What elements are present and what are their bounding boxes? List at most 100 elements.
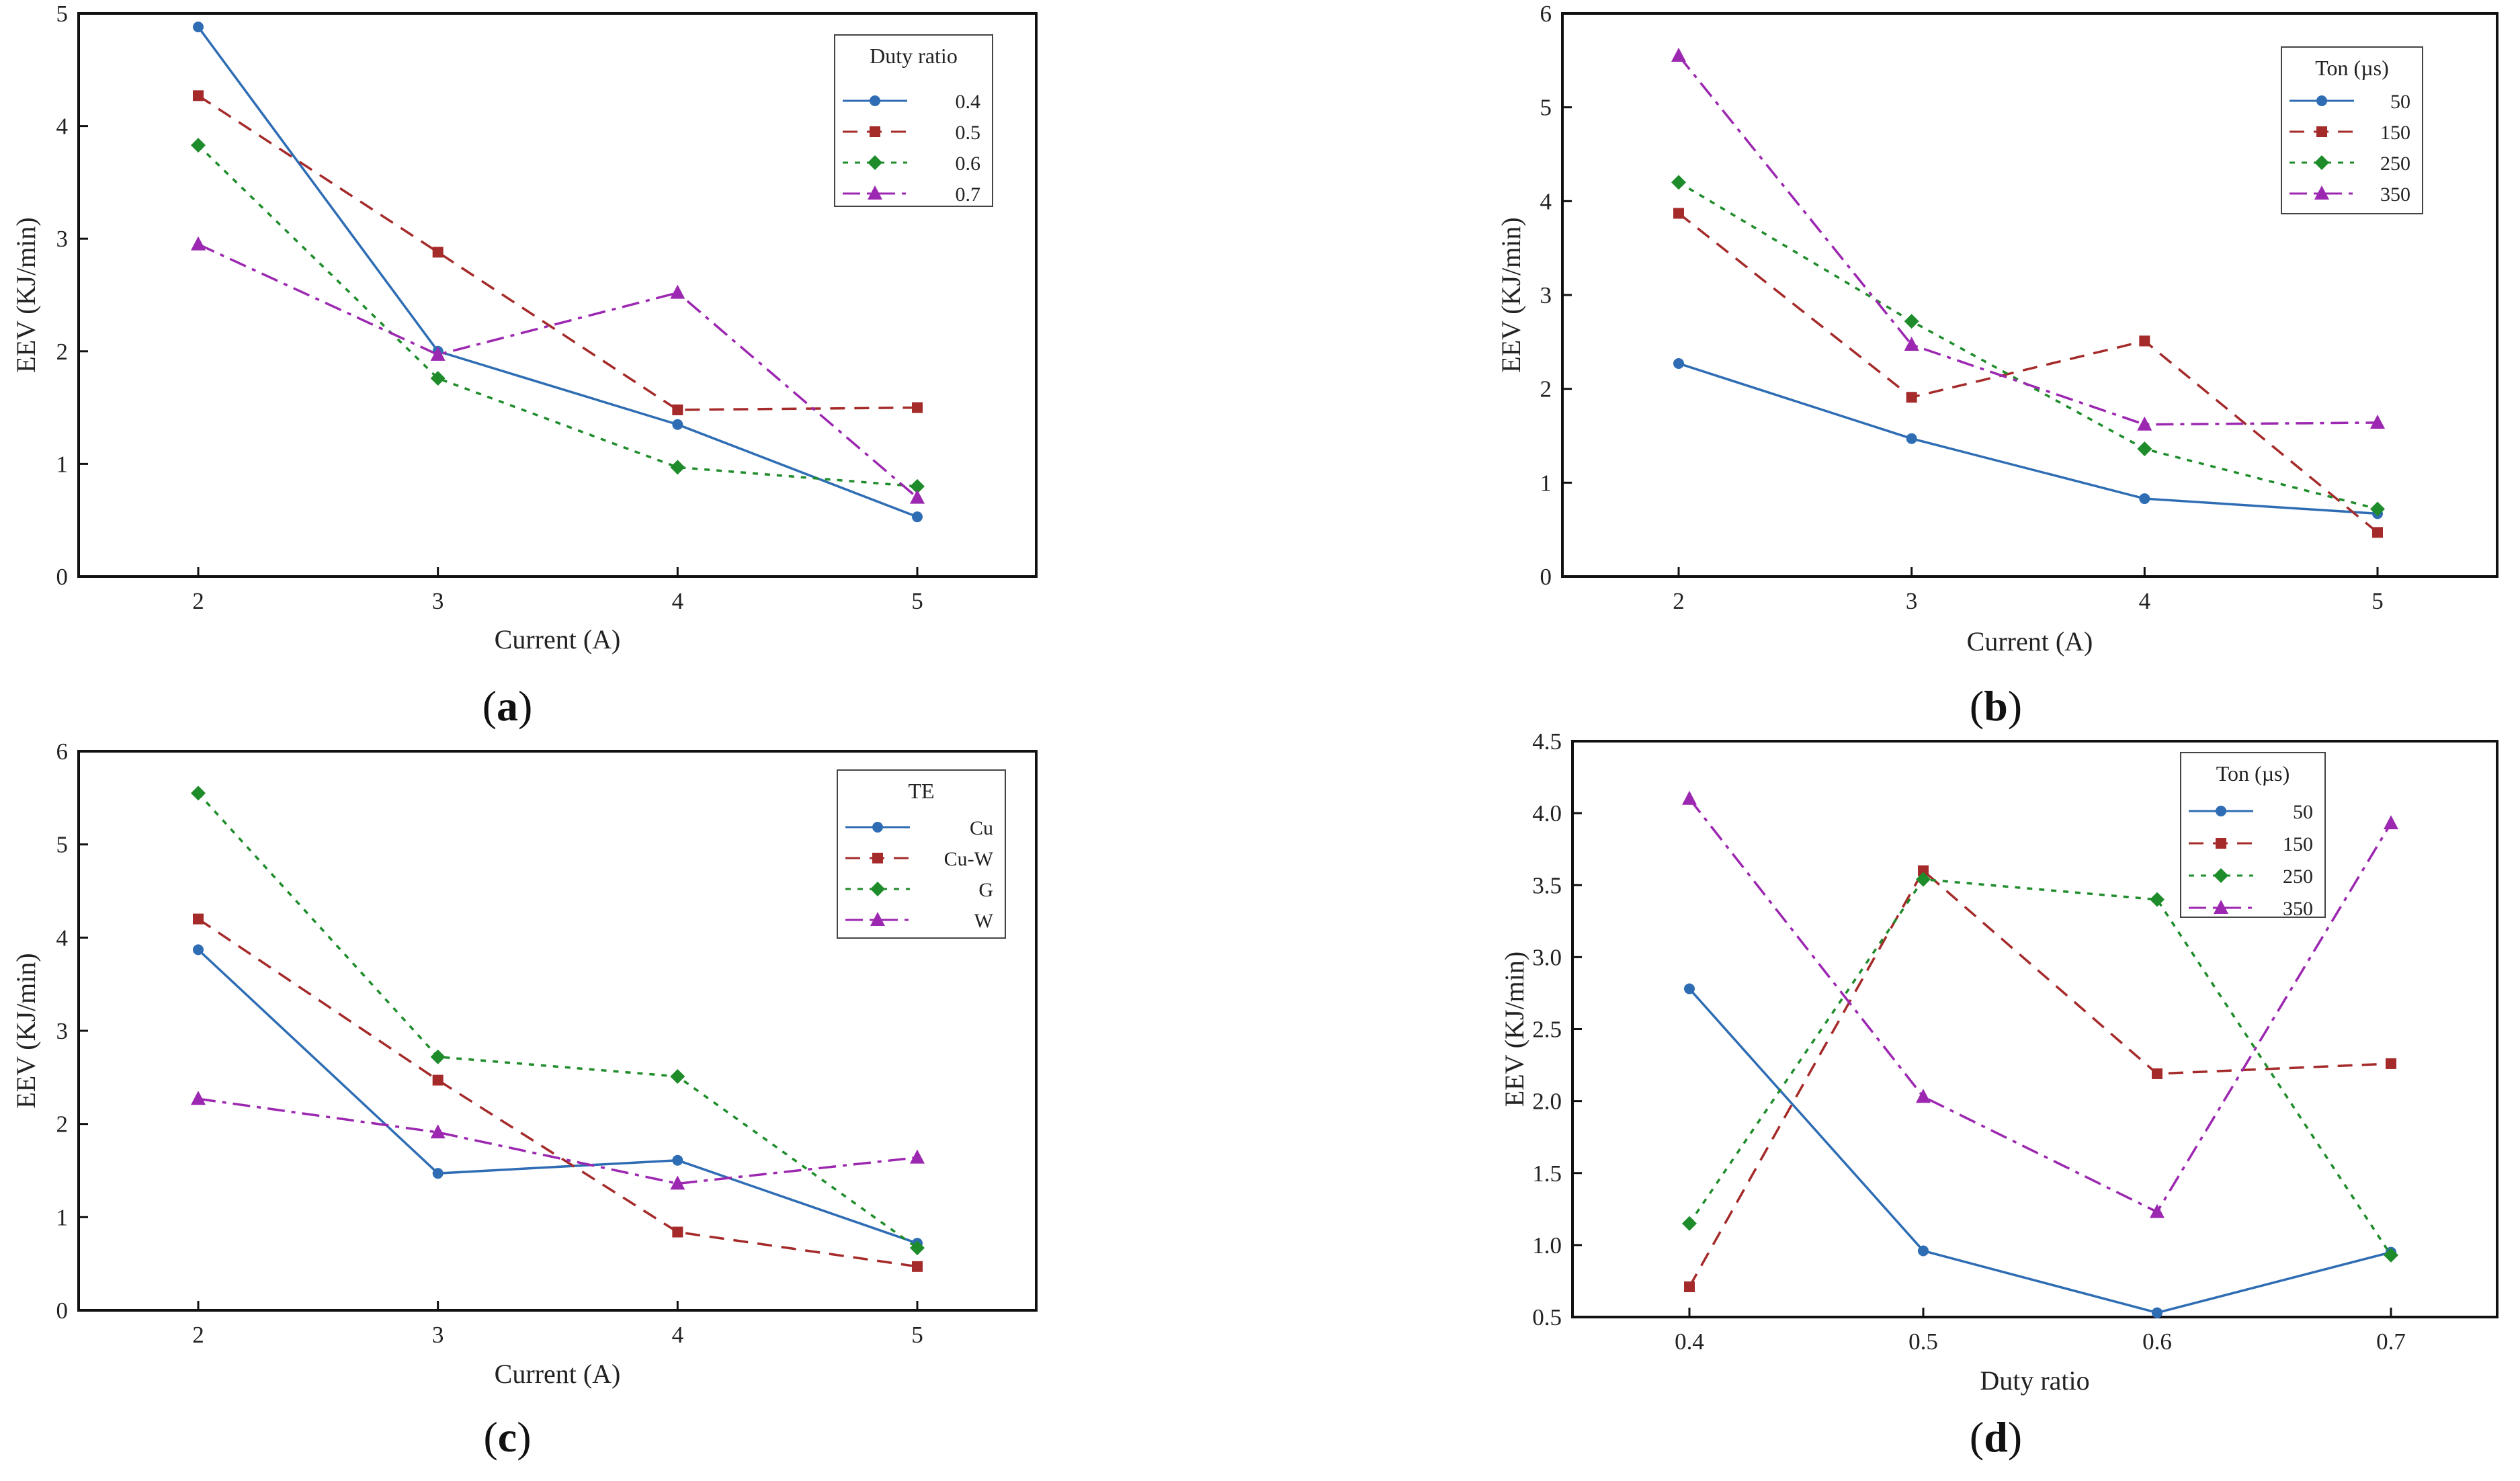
y-tick-label: 1 <box>1540 470 1552 496</box>
x-tick-label: 0.7 <box>2376 1328 2406 1355</box>
y-tick-label: 6 <box>56 738 69 765</box>
data-point-0.7 <box>670 284 685 299</box>
legend-label: G <box>978 879 993 901</box>
data-point-0.4 <box>193 22 204 33</box>
data-point-150 <box>2386 1058 2396 1069</box>
data-point-350 <box>1916 1089 1931 1103</box>
panel-caption: (d) <box>1970 1413 2022 1461</box>
plot-frame <box>77 12 1038 578</box>
data-point-0.6 <box>910 478 925 494</box>
data-point-150 <box>1684 1281 1695 1293</box>
series-line-0.5 <box>198 94 918 411</box>
chart-panel-d: 0.5 1.0 1.5 2.0 2.5 3.0 3.5 4.0 4.5 0.4 0.5 0.6 0.7 D… <box>1499 728 2498 1461</box>
data-point-150 <box>2152 1068 2162 1079</box>
x-tick-label: 3 <box>432 1322 444 1348</box>
data-point-W <box>910 1149 925 1164</box>
legend-marker-50 <box>2316 95 2327 106</box>
panel-label: c <box>498 1413 517 1461</box>
legend: Ton (µs)50 150 250 350 <box>2281 46 2423 214</box>
y-tick-label: 5 <box>1540 95 1552 121</box>
data-point-50 <box>1918 1245 1929 1257</box>
data-point-0.5 <box>193 90 204 101</box>
data-point-W <box>191 1091 206 1105</box>
data-point-0.4 <box>672 419 683 430</box>
series-line-50 <box>1678 362 2378 515</box>
legend-marker-Cu <box>872 822 883 833</box>
x-tick-label: 4 <box>672 588 684 614</box>
legend-box <box>837 769 1006 939</box>
data-point-0.7 <box>430 346 446 361</box>
x-tick-label: 5 <box>2371 588 2384 614</box>
chart-panel-b: 0 1 2 3 4 5 6 2 3 4 5 Current (A) EEV (KJ/min) Ton (µ… <box>1496 1 2498 730</box>
legend: Duty ratio 0.4 0.5 0.6 0.7 <box>834 34 993 207</box>
legend-title: Duty ratio <box>870 44 958 68</box>
y-tick-label: 3 <box>56 226 69 252</box>
y-tick-label: 2.5 <box>1532 1017 1562 1043</box>
legend-marker-W <box>870 912 885 926</box>
data-point-Cu <box>193 944 204 956</box>
y-tick-label: 0 <box>56 564 69 590</box>
data-point-0.5 <box>672 404 683 415</box>
data-point-0.6 <box>670 460 685 475</box>
series-line-350 <box>1688 798 2392 1214</box>
legend-marker-150 <box>2316 126 2327 137</box>
panel-label: a <box>497 682 518 730</box>
legend-label: 0.7 <box>956 183 981 206</box>
data-point-0.6 <box>191 138 206 153</box>
y-tick-label: 1.0 <box>1532 1232 1562 1259</box>
data-point-50 <box>2139 493 2150 505</box>
series-line-150 <box>1677 212 2379 534</box>
series-line-0.4 <box>197 26 918 518</box>
panel-label: d <box>1984 1413 2008 1461</box>
series-line-Cu-W <box>198 918 918 1268</box>
data-point-G <box>430 1049 446 1064</box>
legend-title: Ton (µs) <box>2315 56 2389 80</box>
data-point-Cu <box>432 1168 444 1179</box>
legend: Ton (µs)50 150 250 350 <box>2180 752 2326 920</box>
data-point-W <box>430 1124 446 1139</box>
legend-marker-0.6 <box>868 155 882 170</box>
legend-label: 50 <box>2293 801 2313 823</box>
data-point-50 <box>1906 433 1917 444</box>
data-point-0.5 <box>912 402 923 413</box>
legend-marker-150 <box>2216 838 2226 849</box>
legend-marker-0.5 <box>870 126 880 137</box>
data-point-150 <box>1673 208 1684 219</box>
y-tick-label: 4.0 <box>1532 800 1562 827</box>
x-tick-label: 4 <box>672 1322 684 1348</box>
legend-label: 0.4 <box>956 91 981 113</box>
x-axis-label: Current (A) <box>495 624 621 654</box>
legend-title: TE <box>908 779 934 803</box>
y-tick-label: 0 <box>56 1298 69 1324</box>
y-axis-label: EEV (KJ/min) <box>1499 951 1529 1107</box>
legend-label: 350 <box>2380 183 2410 206</box>
x-tick-label: 5 <box>911 1322 923 1348</box>
data-point-250 <box>1671 175 1686 190</box>
y-tick-label: 2 <box>56 339 69 365</box>
y-tick-label: 4 <box>56 925 69 951</box>
data-point-250 <box>1682 1216 1697 1231</box>
legend-label: 0.5 <box>956 122 981 144</box>
legend-marker-350 <box>2214 900 2228 914</box>
x-tick-label: 0.4 <box>1675 1328 1704 1355</box>
y-axis-label: EEV (KJ/min) <box>11 217 41 372</box>
chart-panel-a: 0 1 2 3 4 5 2 3 4 5 Current (A) EEV (KJ/min) Duty ra… <box>11 1 1038 730</box>
panel-label: b <box>1984 682 2008 730</box>
data-point-350 <box>2137 416 2152 431</box>
y-tick-label: 5 <box>56 1 69 27</box>
panel-caption: (a) <box>482 682 533 730</box>
data-point-250 <box>1916 872 1931 887</box>
y-tick-label: 4.5 <box>1532 728 1562 755</box>
y-tick-label: 2.0 <box>1532 1089 1562 1115</box>
data-point-350 <box>2370 414 2385 429</box>
legend-marker-0.7 <box>868 185 882 200</box>
series-line-G <box>197 792 919 1249</box>
data-point-150 <box>1918 865 1929 876</box>
y-tick-label: 0.5 <box>1532 1304 1562 1330</box>
panel-caption: (c) <box>483 1413 531 1461</box>
legend-marker-Cu-W <box>872 853 883 863</box>
legend-marker-250 <box>2214 868 2228 883</box>
series-line-Cu <box>197 949 918 1244</box>
data-point-250 <box>2384 1247 2398 1263</box>
